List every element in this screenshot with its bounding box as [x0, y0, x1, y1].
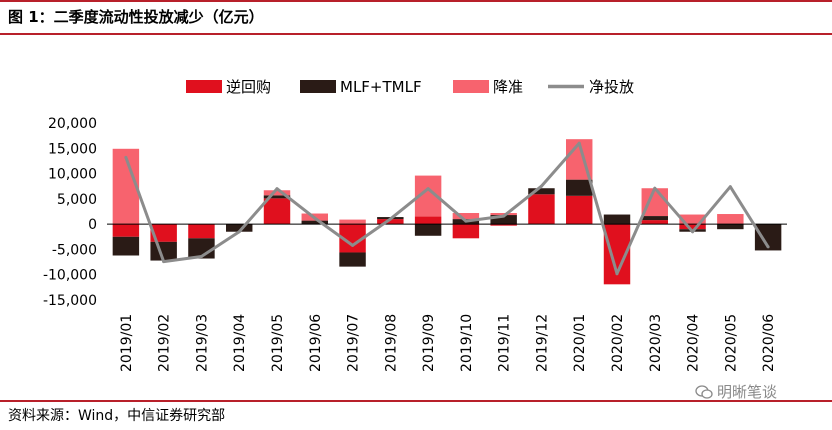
net-injection-point — [577, 141, 581, 145]
bar-segment — [339, 219, 366, 225]
watermark: 明晰笔谈 — [695, 381, 777, 402]
bar-segment — [679, 214, 706, 225]
x-tick-label: 2019/06 — [308, 314, 324, 372]
net-injection-line — [124, 141, 770, 276]
net-injection-point — [464, 219, 468, 223]
bar-segment — [490, 215, 517, 225]
net-injection-point — [351, 243, 355, 247]
figure-title: 图 1：二季度流动性投放减少（亿元） — [8, 8, 264, 26]
net-injection-point — [539, 184, 543, 188]
net-injection-point — [124, 155, 128, 159]
net-injection-point — [237, 230, 241, 234]
legend-label: 降准 — [493, 78, 523, 96]
legend-label: 逆回购 — [226, 78, 271, 96]
x-tick-label: 2020/06 — [761, 314, 777, 372]
bar-segment — [339, 252, 366, 267]
bar-segment — [566, 179, 593, 196]
bar-segment — [226, 224, 253, 232]
net-injection-point — [275, 187, 279, 191]
bar-segment — [414, 224, 442, 236]
y-tick-label: 10,000 — [48, 167, 97, 183]
legend-swatch — [453, 80, 489, 93]
x-tick-label: 2020/04 — [686, 314, 702, 372]
bottom-rule — [0, 400, 832, 402]
top-rule — [0, 0, 832, 2]
net-injection-point — [199, 255, 203, 259]
net-injection-point — [615, 272, 619, 276]
x-tick-label: 2019/04 — [232, 314, 248, 372]
bar-segment — [112, 224, 140, 237]
title-rule — [0, 33, 832, 35]
y-tick-label: 5,000 — [57, 192, 97, 208]
y-tick-label: 20,000 — [48, 116, 97, 132]
bar-segment — [452, 213, 480, 220]
legend-label: 净投放 — [589, 78, 634, 96]
x-tick-label: 2020/01 — [572, 314, 588, 372]
x-tick-label: 2019/10 — [459, 314, 475, 372]
bar-segment — [717, 224, 744, 230]
y-tick-label: 15,000 — [48, 141, 97, 157]
bar-segment — [377, 219, 404, 225]
chat-bubble-icon — [695, 385, 713, 399]
y-tick-label: 0 — [88, 217, 97, 233]
bar-segment — [566, 195, 593, 225]
bar-segment — [490, 224, 517, 226]
bar-segment — [263, 195, 291, 199]
x-tick-label: 2019/05 — [270, 314, 286, 372]
net-injection-point — [766, 245, 770, 249]
x-tick-label: 2019/08 — [383, 314, 399, 372]
x-tick-label: 2019/07 — [346, 314, 362, 372]
watermark-text: 明晰笔谈 — [717, 383, 778, 401]
bar-segment — [641, 220, 668, 225]
source-note: 资料来源：Wind，中信证券研究部 — [8, 408, 226, 424]
bar-segment — [150, 224, 177, 242]
bar-segment — [414, 216, 442, 225]
legend-swatch — [300, 80, 336, 93]
bar-segment — [263, 198, 291, 225]
bar-segment — [490, 213, 517, 216]
net-injection-point — [426, 187, 430, 191]
x-tick-label: 2019/02 — [157, 314, 173, 372]
net-injection-point — [653, 186, 657, 190]
x-tick-label: 2020/02 — [610, 314, 626, 372]
bar-segment — [528, 194, 555, 225]
net-injection-point — [502, 214, 506, 218]
x-tick-label: 2019/09 — [421, 314, 437, 372]
y-tick-label: -5,000 — [52, 242, 97, 258]
bar-segment — [528, 188, 555, 195]
x-tick-label: 2020/05 — [723, 314, 739, 372]
net-injection-point — [691, 230, 695, 234]
x-tick-label: 2019/03 — [194, 314, 210, 372]
bar-segment — [717, 214, 744, 225]
net-injection-point — [162, 260, 166, 264]
y-tick-label: -15,000 — [43, 293, 97, 309]
bar-segment — [188, 224, 215, 239]
chart-canvas: -15,000 -10,000 -5,000 0 5,000 10,000 15,000 20… — [43, 78, 787, 372]
net-injection-point — [388, 217, 392, 221]
x-tick-label: 2019/11 — [497, 314, 513, 372]
bar-segment — [603, 214, 631, 225]
bar-segment — [263, 190, 291, 196]
bar-segment — [641, 216, 668, 221]
net-injection-point — [313, 216, 317, 220]
x-tick-label: 2019/12 — [534, 314, 550, 372]
bar-segment — [112, 236, 140, 256]
legend-swatch — [186, 80, 222, 93]
x-tick-label: 2019/01 — [119, 314, 135, 372]
bar-segment — [452, 224, 480, 239]
x-tick-label: 2020/03 — [648, 314, 664, 372]
legend-label: MLF+TMLF — [340, 78, 422, 96]
bar-segment — [679, 224, 706, 230]
bar-segment — [301, 220, 328, 225]
y-tick-label: -10,000 — [43, 268, 97, 284]
net-injection-point — [728, 185, 732, 189]
